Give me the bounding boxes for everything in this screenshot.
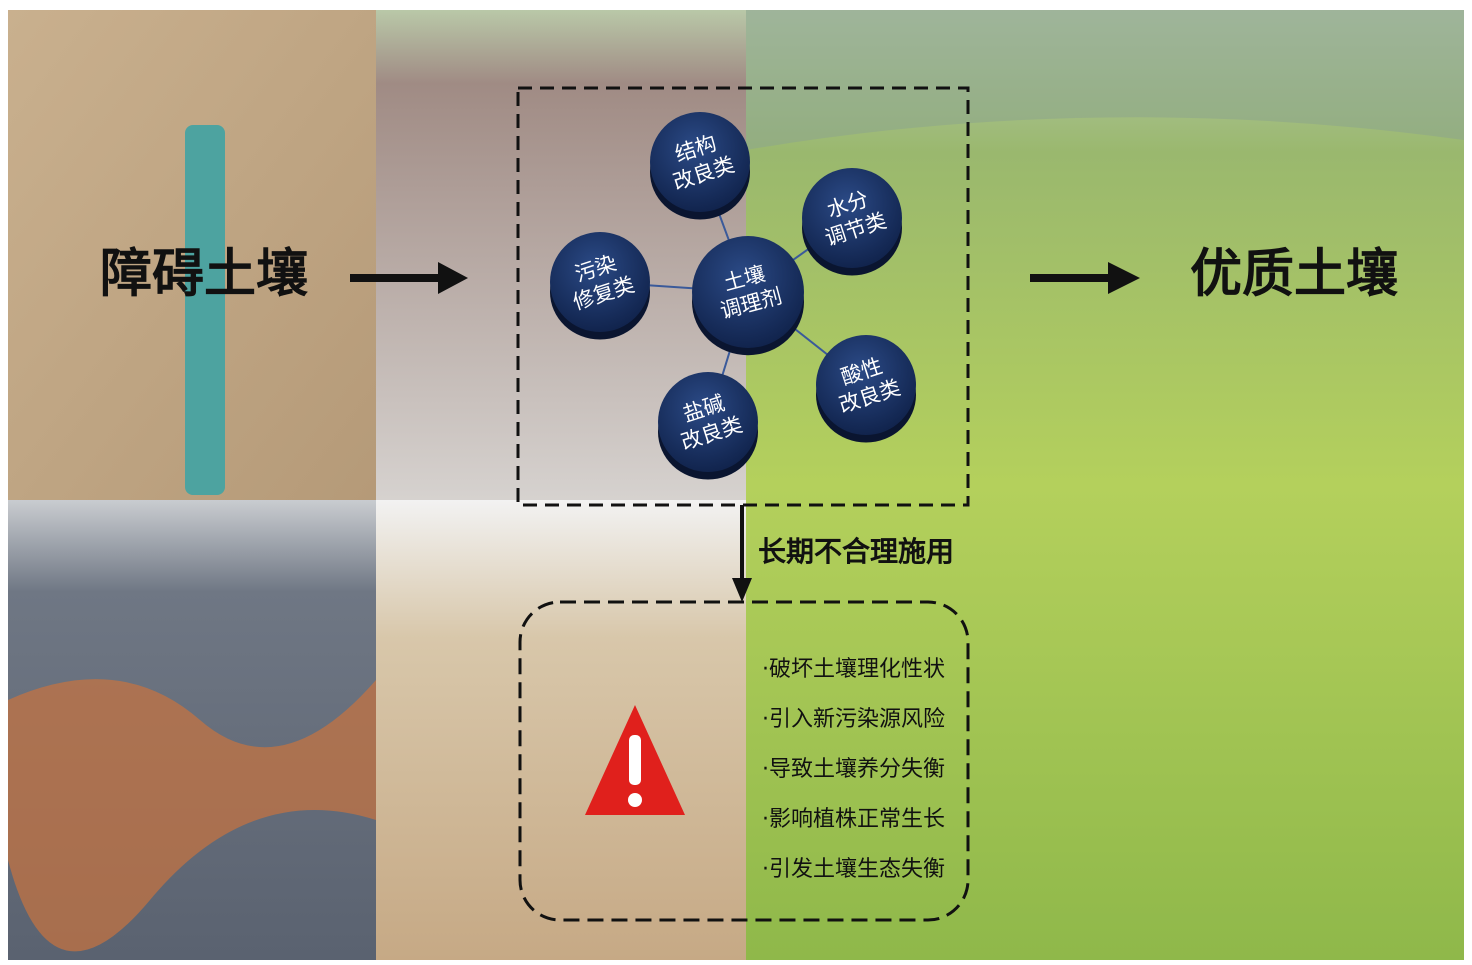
polluted-stain	[8, 679, 376, 952]
right-label: 优质土壤	[1190, 244, 1398, 305]
photo-cracked	[376, 500, 746, 960]
left-label: 障碍土壤	[100, 244, 308, 305]
warning-dot	[628, 793, 642, 807]
effects-list: ·破坏土壤理化性状 ·引入新污染源风险 ·导致土壤养分失衡 ·影响植株正常生长 ·引发土…	[762, 657, 945, 882]
effects-box	[518, 600, 970, 922]
arrow-head	[438, 262, 468, 294]
effect-item: ·引入新污染源风险	[762, 707, 945, 732]
node	[802, 168, 902, 268]
node	[658, 372, 758, 472]
effect-item: ·影响植株正常生长	[762, 807, 945, 832]
effect-item: ·破坏土壤理化性状	[762, 657, 945, 682]
ph-meter	[185, 125, 225, 495]
photo-rice	[746, 10, 1464, 960]
node	[692, 236, 804, 348]
effect-item: ·引发土壤生态失衡	[762, 857, 945, 882]
warning-mark	[629, 735, 641, 785]
node	[816, 335, 916, 435]
arrow-label: 长期不合理施用	[758, 535, 954, 568]
arrow-head	[1108, 262, 1140, 294]
hills	[746, 10, 1464, 150]
node	[650, 112, 750, 212]
effect-item: ·导致土壤养分失衡	[762, 757, 945, 782]
node	[550, 232, 650, 332]
arrow-head	[732, 578, 752, 602]
